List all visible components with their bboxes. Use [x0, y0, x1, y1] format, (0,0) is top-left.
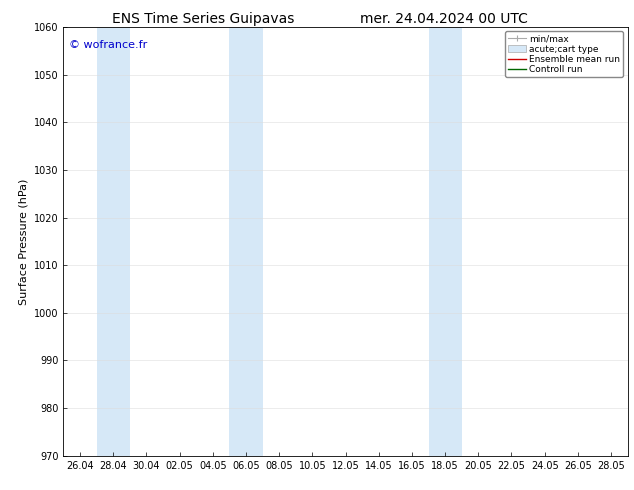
Text: © wofrance.fr: © wofrance.fr: [69, 40, 147, 50]
Text: ENS Time Series Guipavas: ENS Time Series Guipavas: [112, 12, 294, 26]
Text: mer. 24.04.2024 00 UTC: mer. 24.04.2024 00 UTC: [360, 12, 527, 26]
Y-axis label: Surface Pressure (hPa): Surface Pressure (hPa): [18, 178, 29, 304]
Legend: min/max, acute;cart type, Ensemble mean run, Controll run: min/max, acute;cart type, Ensemble mean …: [505, 31, 623, 77]
Bar: [230, 27, 262, 456]
Bar: [96, 27, 130, 456]
Bar: [429, 27, 462, 456]
